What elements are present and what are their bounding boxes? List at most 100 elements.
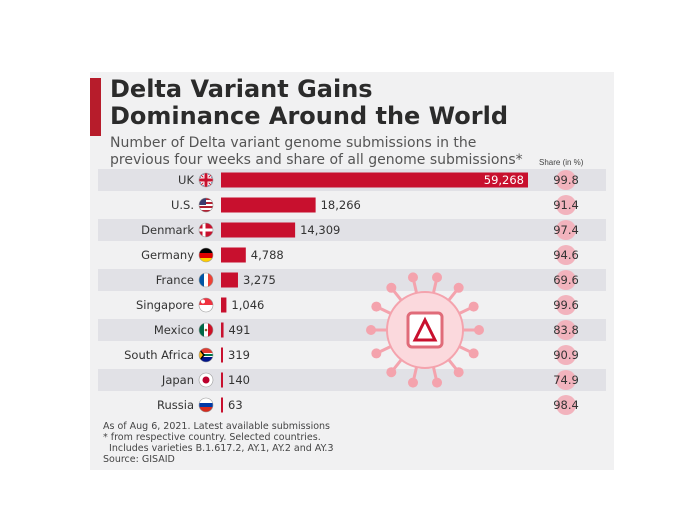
south-africa-flag-icon xyxy=(198,347,214,363)
category-label: Singapore xyxy=(136,298,194,312)
value-label: 3,275 xyxy=(243,273,276,287)
virus-spike-tip xyxy=(468,301,479,312)
share-circle xyxy=(556,220,576,240)
bar-row: Denmark 14,309 97.4 xyxy=(141,220,579,240)
share-label: 97.4 xyxy=(553,223,579,237)
chart-footer: As of Aug 6, 2021. Latest available subm… xyxy=(103,421,334,465)
category-label: Denmark xyxy=(141,223,194,237)
uk-flag-icon xyxy=(198,172,214,188)
footer-source: Source: GISAID xyxy=(103,454,175,465)
share-label: 98.4 xyxy=(553,398,579,412)
category-label: France xyxy=(156,273,194,287)
virus-spike-tip xyxy=(453,282,464,293)
category-label: South Africa xyxy=(124,348,194,362)
share-label: 69.6 xyxy=(553,273,579,287)
virus-icon xyxy=(366,272,484,388)
virus-spike-tip xyxy=(366,325,376,335)
bar xyxy=(221,322,224,338)
share-circle xyxy=(556,195,576,215)
bar xyxy=(221,272,238,288)
russia-flag-icon xyxy=(198,397,214,413)
category-label: Mexico xyxy=(154,323,194,337)
share-label: 83.8 xyxy=(553,323,579,337)
bar-row: Singapore 1,046 99.6 xyxy=(136,295,579,315)
virus-spike-tip xyxy=(386,367,397,378)
value-label: 319 xyxy=(228,348,250,362)
chart-subtitle-line2: previous four weeks and share of all gen… xyxy=(110,152,523,168)
chart-title-line1: Delta Variant Gains xyxy=(110,75,373,103)
virus-spike-tip xyxy=(386,282,397,293)
value-label: 18,266 xyxy=(321,198,361,212)
bar xyxy=(221,197,316,213)
bar-row: U.S. 18,266 91.4 xyxy=(171,195,579,215)
bar xyxy=(221,247,246,263)
category-label: Japan xyxy=(161,373,194,387)
bar xyxy=(221,372,223,388)
category-label: Russia xyxy=(157,398,194,412)
delta-symbol xyxy=(412,316,438,342)
value-label: 4,788 xyxy=(251,248,284,262)
bar-row: UK 59,268 99.8 xyxy=(178,170,579,190)
share-circle xyxy=(556,295,576,315)
value-label: 491 xyxy=(229,323,251,337)
share-label: 99.6 xyxy=(553,298,579,312)
virus-spike-tip xyxy=(371,301,382,312)
category-label: UK xyxy=(178,173,194,187)
share-label: 91.4 xyxy=(553,198,579,212)
category-label: U.S. xyxy=(171,198,194,212)
bar xyxy=(221,172,528,188)
bar-chart: UK 59,268 99.8 U.S. 18,266 91.4 Denmark 14,309 9… xyxy=(124,170,579,415)
bar-row: Germany 4,788 94.6 xyxy=(141,245,579,265)
share-circle xyxy=(556,370,576,390)
japan-flag-icon xyxy=(198,372,214,388)
share-circle xyxy=(556,320,576,340)
share-circle xyxy=(556,345,576,365)
category-label: Germany xyxy=(141,248,194,262)
share-label: 94.6 xyxy=(553,248,579,262)
bar-row: South Africa 319 90.9 xyxy=(124,345,579,365)
share-circle xyxy=(556,170,576,190)
virus-spike-tip xyxy=(432,272,443,283)
share-circle xyxy=(556,270,576,290)
chart-title-line2: Dominance Around the World xyxy=(110,102,509,130)
bar xyxy=(221,347,223,363)
denmark-flag-icon xyxy=(198,222,214,238)
virus-spike-tip xyxy=(371,348,382,359)
share-circle xyxy=(556,245,576,265)
share-column-header: Share (in %) xyxy=(539,158,584,167)
footer-note-countries: * from respective country. Selected coun… xyxy=(103,432,321,443)
share-label: 99.8 xyxy=(553,173,579,187)
bar-row: Japan 140 74.9 xyxy=(161,370,579,390)
virus-spike-tip xyxy=(407,272,418,283)
france-flag-icon xyxy=(198,272,214,288)
value-label: 63 xyxy=(228,398,243,412)
singapore-flag-icon xyxy=(198,297,214,313)
value-label: 140 xyxy=(228,373,250,387)
virus-spike-tip xyxy=(432,377,443,388)
virus-spike-tip xyxy=(453,367,464,378)
value-label: 14,309 xyxy=(300,223,340,237)
share-label: 74.9 xyxy=(553,373,579,387)
footer-note-varieties: Includes varieties B.1.617.2, AY.1, AY.2… xyxy=(103,443,334,454)
share-circle xyxy=(556,395,576,415)
bar-row: France 3,275 69.6 xyxy=(156,270,579,290)
virus-spike-tip xyxy=(407,377,418,388)
bar xyxy=(221,297,227,313)
bar-row: Mexico 491 83.8 xyxy=(154,320,579,340)
share-label: 90.9 xyxy=(553,348,579,362)
row-stripe xyxy=(98,369,606,391)
mexico-flag-icon xyxy=(198,322,214,338)
chart-subtitle-line1: Number of Delta variant genome submissio… xyxy=(110,135,477,151)
virus-spike-tip xyxy=(468,348,479,359)
us-flag-icon xyxy=(198,197,214,213)
virus-spike-tip xyxy=(474,325,484,335)
chart-card: Delta Variant Gains Dominance Around the… xyxy=(90,72,614,470)
germany-flag-icon xyxy=(198,247,214,263)
value-label: 59,268 xyxy=(484,173,524,187)
value-label: 1,046 xyxy=(231,298,264,312)
bar-row: Russia 63 98.4 xyxy=(157,395,579,415)
footer-note-date: As of Aug 6, 2021. Latest available subm… xyxy=(103,421,331,432)
bar xyxy=(221,397,223,413)
title-accent-bar xyxy=(90,78,101,136)
bar xyxy=(221,222,296,238)
